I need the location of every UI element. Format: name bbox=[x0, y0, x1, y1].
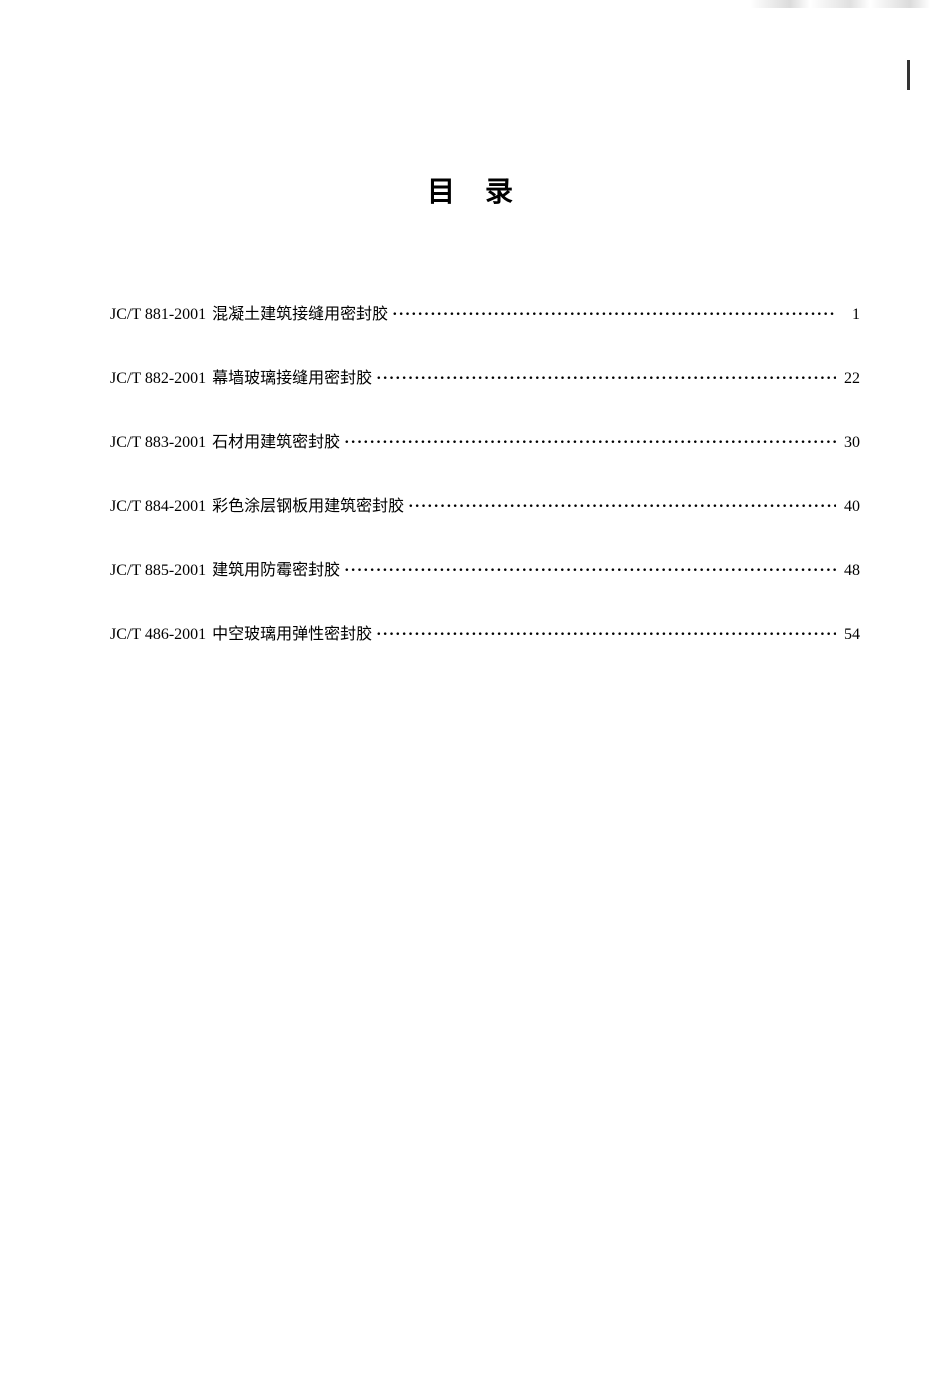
toc-title-container: 目录 bbox=[110, 170, 860, 210]
toc-entry-page: 30 bbox=[840, 434, 860, 452]
toc-dots: ········································… bbox=[376, 370, 836, 388]
toc-entry: JC/T 883-2001 石材用建筑密封胶···················… bbox=[110, 428, 860, 452]
toc-entry-label: 彩色涂层钢板用建筑密封胶 bbox=[212, 492, 404, 516]
toc-entry: JC/T 881-2001 混凝土建筑接缝用密封胶················… bbox=[110, 300, 860, 324]
toc-entry: JC/T 882-2001 幕墙玻璃接缝用密封胶·················… bbox=[110, 364, 860, 388]
scan-artifact bbox=[750, 0, 950, 8]
toc-entry-label: 建筑用防霉密封胶 bbox=[212, 556, 340, 580]
toc-entry-page: 54 bbox=[840, 626, 860, 644]
toc-entries-container: JC/T 881-2001混凝土建筑接缝用密封胶················… bbox=[110, 300, 860, 644]
toc-entry-code: JC/T 883-2001 bbox=[110, 434, 206, 452]
toc-dots: ········································… bbox=[392, 306, 836, 324]
toc-dots: ········································… bbox=[408, 498, 836, 516]
toc-entry: JC/T 884-2001 彩色涂层钢板用建筑密封胶···············… bbox=[110, 492, 860, 516]
toc-entry-code: JC/T 885-2001 bbox=[110, 562, 206, 580]
toc-dots: ········································… bbox=[344, 562, 836, 580]
toc-entry: JC/T 486-2001 中空玻璃用弹性密封胶·················… bbox=[110, 620, 860, 644]
scan-artifact bbox=[907, 60, 910, 90]
toc-entry-code: JC/T 884-2001 bbox=[110, 498, 206, 516]
toc-entry: JC/T 885-2001 建筑用防霉密封胶···················… bbox=[110, 556, 860, 580]
toc-entry-page: 1 bbox=[840, 306, 860, 324]
toc-entry-page: 22 bbox=[840, 370, 860, 388]
toc-dots: ········································… bbox=[344, 434, 836, 452]
toc-entry-code: JC/T 486-2001 bbox=[110, 626, 206, 644]
toc-entry-code: JC/T 882-2001 bbox=[110, 370, 206, 388]
toc-dots: ········································… bbox=[376, 626, 836, 644]
toc-entry-label: 混凝土建筑接缝用密封胶 bbox=[212, 300, 388, 324]
toc-entry-label: 石材用建筑密封胶 bbox=[212, 428, 340, 452]
toc-entry-page: 48 bbox=[840, 562, 860, 580]
toc-title: 目录 bbox=[427, 177, 543, 208]
toc-entry-label: 幕墙玻璃接缝用密封胶 bbox=[212, 364, 372, 388]
toc-entry-code: JC/T 881-2001 bbox=[110, 306, 206, 324]
toc-entry-page: 40 bbox=[840, 498, 860, 516]
document-page: 目录 JC/T 881-2001混凝土建筑接缝用密封胶·············… bbox=[0, 0, 950, 644]
toc-entry-label: 中空玻璃用弹性密封胶 bbox=[212, 620, 372, 644]
